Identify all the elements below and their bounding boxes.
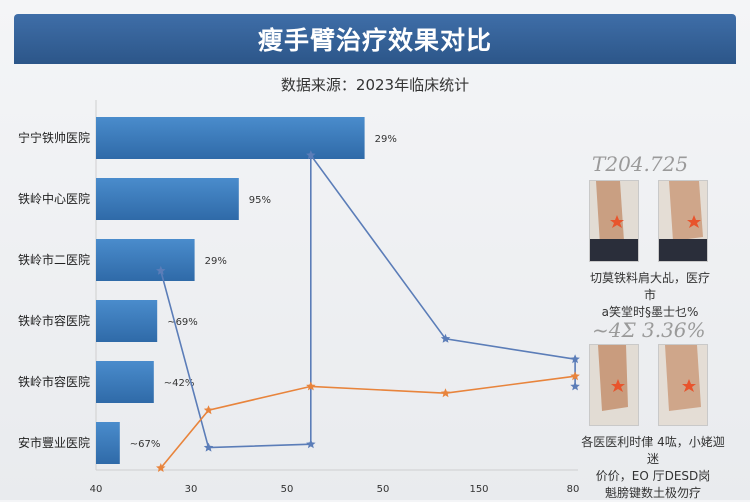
chart-title: 瘦手臂治疗效果对比 [14,14,736,64]
category-label: 铁岭市二医院 [18,252,90,267]
side-caption-top: 切莫铁料肩大乩，医疗市 a笑堂时§墨士乜% [585,270,715,321]
arm-photo-image [659,345,707,425]
line-point-marker [440,388,451,398]
line-point-marker [570,371,580,381]
star-marker-icon [687,215,701,228]
line-point-marker [306,439,316,449]
category-label: 铁岭市容医院 [18,374,90,389]
arm-photo-before-1 [589,180,639,262]
side-caption-line: 价价，EO 厅DESD岗 [595,469,711,483]
line-point-marker [570,381,580,391]
arm-photo-after-1 [658,180,708,262]
arm-photo-after-2 [658,344,708,426]
value-label: 29% [205,256,227,267]
value-label: ~67% [130,439,161,450]
category-label: 铁岭中心医院 [18,191,90,206]
line-point-marker [440,333,451,343]
arm-photo-before-2 [589,344,639,426]
x-tick-label: 50 [377,484,390,495]
x-tick-label: 40 [90,484,103,495]
arm-photo-image [590,345,638,425]
side-heading-top: T204.725 [592,152,689,176]
side-caption-line: 切莫铁料肩大乩，医疗市 [589,271,710,302]
line-point-marker [203,405,214,415]
value-label: ~69% [167,317,198,328]
star-marker-icon [611,379,625,392]
star-marker-icon [610,215,624,228]
side-heading-bottom: ~4Σ 3.36% [592,318,706,342]
bar [96,361,154,403]
value-label: ~42% [164,378,195,389]
series-line [160,375,576,469]
line-point-marker [570,354,580,364]
arm-photo-image [590,181,638,261]
x-tick-label: 150 [469,484,488,495]
x-tick-label: 80 [567,484,580,495]
side-caption-line: a笑堂时§墨士乜% [601,305,699,319]
star-marker-icon [682,379,696,392]
x-tick-label: 50 [281,484,294,495]
line-point-marker [203,442,214,452]
bar [96,422,120,464]
arm-photo-image [659,181,707,261]
line-point-marker [156,463,166,472]
category-label: 安市豐业医院 [18,435,90,450]
bar [96,117,365,159]
bar [96,239,195,281]
value-label: 95% [249,195,271,206]
category-label: 铁岭市容医院 [18,313,90,328]
side-caption-line: 魁膀键数土极勿疗 [604,486,701,500]
side-caption-line: 各医医利时侓 4吰，小姥迦迷 [581,435,725,466]
side-caption-bottom: 各医医利时侓 4吰，小姥迦迷 价价，EO 厅DESD岗 魁膀键数土极勿疗 [578,434,728,502]
chart-subtitle: 数据来源：2023年临床统计 [280,76,470,94]
category-label: 宁宁铁帅医院 [18,130,90,145]
bar [96,300,158,342]
x-tick-label: 30 [185,484,198,495]
line-point-marker [306,150,316,160]
line-point-marker [306,381,316,391]
line-point-marker [156,265,166,275]
value-label: 29% [375,134,397,145]
bar [96,178,239,220]
